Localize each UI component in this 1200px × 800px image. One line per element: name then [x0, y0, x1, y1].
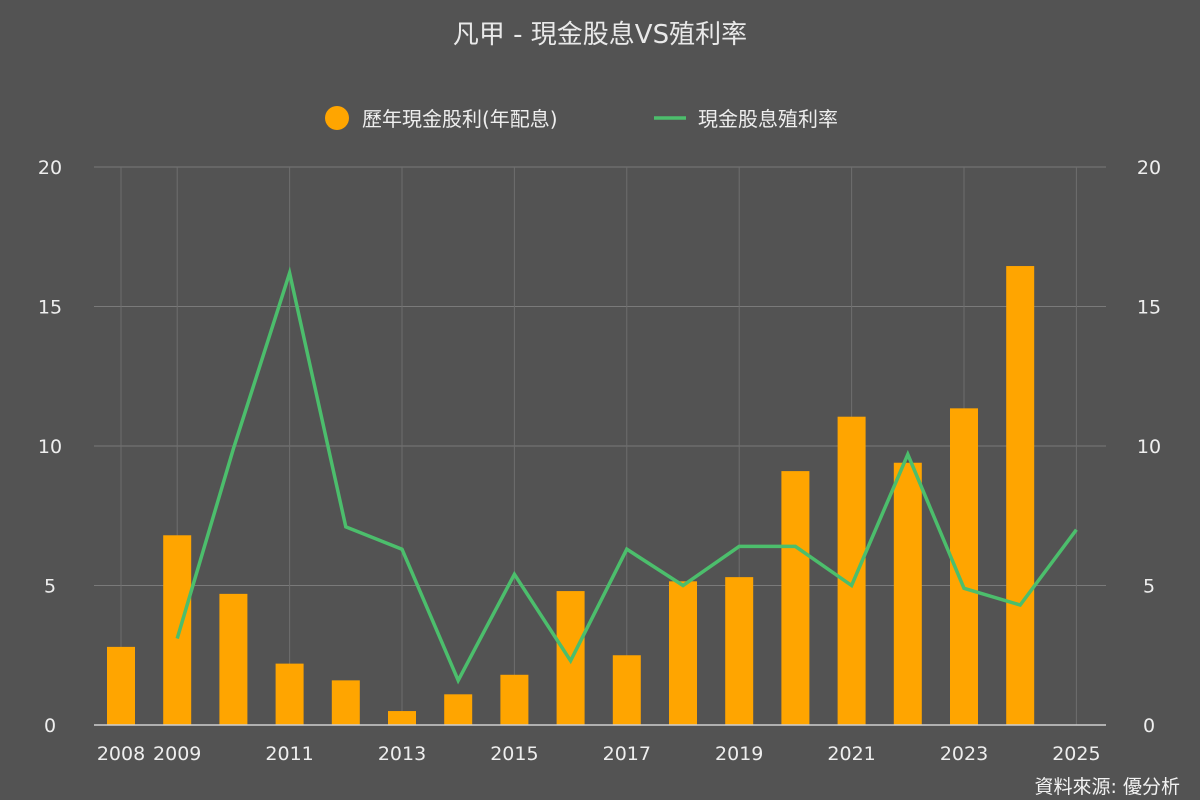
- y-right-tick-label: 15: [1137, 297, 1161, 319]
- x-tick-label: 2015: [490, 743, 538, 765]
- bar: [500, 674, 529, 725]
- bar: [331, 680, 360, 725]
- y-right-tick-label: 0: [1143, 715, 1155, 737]
- y-right-tick-label: 20: [1137, 157, 1161, 179]
- y-left-tick-label: 15: [38, 297, 62, 319]
- y-right-tick-label: 10: [1137, 436, 1161, 458]
- x-tick-label: 2019: [715, 743, 763, 765]
- bar: [444, 694, 473, 725]
- y-left-tick-label: 10: [38, 436, 62, 458]
- x-tick-label: 2009: [153, 743, 201, 765]
- bar: [388, 711, 416, 725]
- y-axis-right: 0 5 10 15 20: [1137, 157, 1161, 737]
- bar: [837, 416, 866, 725]
- chart-legend: 歷年現金股利(年配息) 現金股息殖利率: [325, 106, 838, 131]
- bar: [275, 663, 304, 725]
- y-left-tick-label: 20: [38, 157, 62, 179]
- x-tick-label: 2017: [603, 743, 651, 765]
- y-left-tick-label: 0: [44, 715, 56, 737]
- bar: [893, 462, 922, 725]
- bar: [1006, 266, 1035, 725]
- x-tick-label: 2025: [1052, 743, 1100, 765]
- x-tick-label: 2008: [97, 743, 145, 765]
- bar: [669, 581, 697, 725]
- chart-title: 凡甲 - 現金股息VS殖利率: [453, 20, 747, 50]
- x-tick-label: 2023: [940, 743, 988, 765]
- bar: [163, 535, 192, 725]
- x-tick-label: 2013: [378, 743, 426, 765]
- bar: [107, 646, 135, 725]
- y-axis-left: 0 5 10 15 20: [38, 157, 62, 737]
- legend-label-line: 現金股息殖利率: [698, 107, 838, 131]
- x-tick-label: 2011: [265, 743, 313, 765]
- bar: [612, 655, 641, 725]
- legend-marker-bars: [325, 106, 349, 130]
- bar: [219, 593, 248, 725]
- y-left-tick-label: 5: [44, 576, 56, 598]
- source-note: 資料來源: 優分析: [1035, 776, 1180, 798]
- y-right-tick-label: 5: [1143, 576, 1155, 598]
- bar-series: [107, 266, 1035, 725]
- line-series: [175, 266, 1078, 685]
- bar: [725, 577, 754, 725]
- legend-label-bars: 歷年現金股利(年配息): [362, 107, 558, 131]
- x-tick-label: 2021: [827, 743, 875, 765]
- x-axis: 2008 2009 2011 2013 2015 2017 2019 2021 2023 2025: [97, 743, 1101, 765]
- bar: [781, 471, 810, 725]
